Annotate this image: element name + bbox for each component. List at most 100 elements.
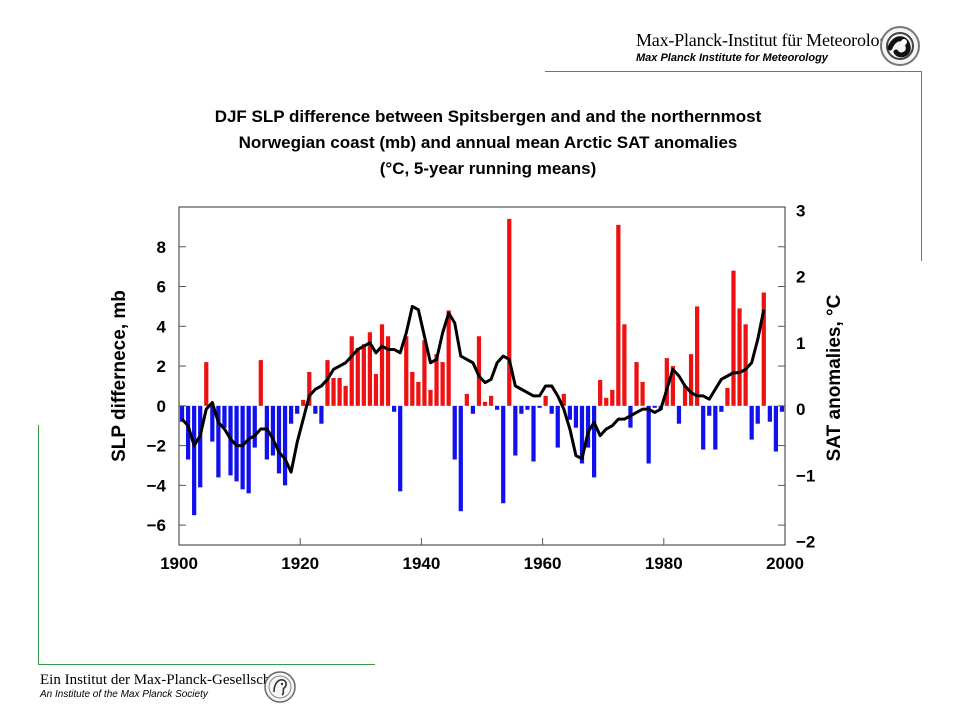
slp-bar xyxy=(264,405,269,460)
left-tick-label: 8 xyxy=(157,238,166,257)
slp-bar xyxy=(664,358,669,406)
slp-bar xyxy=(719,405,724,412)
slp-bar xyxy=(319,405,324,424)
slp-bar xyxy=(252,405,257,448)
minerva-seal-icon xyxy=(264,671,296,703)
slp-bar xyxy=(440,362,445,406)
chart-title-line-2: Norwegian coast (mb) and annual mean Arc… xyxy=(238,133,738,152)
slp-bar xyxy=(501,405,506,504)
slp-bar xyxy=(731,270,736,406)
slp-bar xyxy=(591,405,597,478)
sat-anomaly-line xyxy=(180,304,766,474)
slp-bar xyxy=(337,377,342,406)
slp-bar xyxy=(470,405,476,414)
slp-bar xyxy=(210,405,215,442)
slp-bar xyxy=(604,397,609,406)
slp-bar xyxy=(404,336,409,406)
slp-bar xyxy=(761,292,766,406)
slp-bar xyxy=(434,354,439,406)
right-tick-label: −1 xyxy=(796,466,815,485)
chart-title-line-3: (°C, 5-year running means) xyxy=(379,159,597,178)
slp-bar xyxy=(525,405,530,410)
slp-bar xyxy=(313,405,318,414)
slp-bar xyxy=(707,405,712,416)
slp-bar xyxy=(567,405,572,420)
slp-bar xyxy=(543,395,548,406)
left-tick-label: 6 xyxy=(157,278,166,297)
x-tick-label: 1980 xyxy=(645,554,683,573)
chart-title: DJF SLP difference between Spitsbergen a… xyxy=(100,104,876,182)
slp-bar xyxy=(695,306,700,406)
slp-bar xyxy=(258,360,263,406)
plot-frame xyxy=(178,206,786,546)
slp-bar xyxy=(688,354,694,406)
left-tick-label: −6 xyxy=(147,516,166,535)
slp-bar xyxy=(610,389,615,406)
slp-bar xyxy=(398,405,403,492)
slp-bar xyxy=(737,308,742,406)
slp-bar xyxy=(507,218,512,406)
slp-bar xyxy=(295,405,300,414)
slp-bar xyxy=(519,405,524,414)
x-tick-label: 1940 xyxy=(402,554,440,573)
left-tick-label: −2 xyxy=(147,437,166,456)
slp-bar xyxy=(549,405,554,414)
slp-bar xyxy=(482,401,488,406)
slp-bar xyxy=(464,393,469,406)
institute-name-english: Max Planck Institute for Meteorology xyxy=(636,52,828,64)
header-rule xyxy=(545,71,922,72)
y-axis-label: SLP differnece, mb xyxy=(109,290,130,462)
slp-bar xyxy=(270,405,276,456)
slp-bar xyxy=(598,379,603,406)
slp-bar xyxy=(640,381,645,406)
slp-bar xyxy=(222,405,227,428)
slp-bar xyxy=(743,324,748,406)
slp-bar xyxy=(573,405,579,428)
slp-bar xyxy=(476,336,482,406)
x-tick-label: 1960 xyxy=(524,554,562,573)
slp-bar xyxy=(701,405,706,450)
slp-bar xyxy=(185,405,191,460)
slp-bar xyxy=(198,405,203,488)
slp-bar xyxy=(555,405,560,448)
slp-bar xyxy=(458,405,463,512)
slp-bar xyxy=(288,405,294,424)
slp-bar xyxy=(537,405,542,408)
slp-bar xyxy=(331,377,336,406)
slp-bar xyxy=(422,340,427,406)
x-tick-label: 2000 xyxy=(766,554,804,573)
slp-bar xyxy=(367,332,373,406)
institute-header: Max-Planck-Institut für Meteorologie Max… xyxy=(636,30,901,64)
x-tick-label: 1920 xyxy=(281,554,319,573)
slp-bar xyxy=(755,405,760,424)
society-name-english: An Institute of the Max Planck Society xyxy=(40,689,208,700)
left-tick-label: 4 xyxy=(157,317,167,336)
slp-bar xyxy=(488,395,494,406)
institute-name-german: Max-Planck-Institut für Meteorologie xyxy=(636,30,901,50)
slp-bar xyxy=(325,360,330,406)
society-footer: Ein Institut der Max-Planck-Gesellschaft… xyxy=(40,672,286,700)
slp-bar xyxy=(349,336,354,406)
left-tick-label: −4 xyxy=(147,476,167,495)
slp-bar xyxy=(513,405,518,456)
left-rule xyxy=(38,425,39,665)
slp-bar xyxy=(343,385,348,406)
left-tick-label: 2 xyxy=(157,357,166,376)
slp-bar xyxy=(713,405,718,450)
slp-bar xyxy=(179,405,185,422)
slp-bar xyxy=(446,310,451,406)
right-tick-label: −2 xyxy=(796,533,815,552)
slp-bar xyxy=(192,405,197,516)
society-name-german: Ein Institut der Max-Planck-Gesellschaft xyxy=(40,672,287,688)
right-tick-label: 3 xyxy=(796,201,805,220)
slp-bar xyxy=(392,405,397,412)
slp-bar xyxy=(616,224,621,406)
slp-bar xyxy=(773,405,779,452)
slp-bar xyxy=(579,405,585,464)
slp-bar xyxy=(216,405,221,478)
slp-bar xyxy=(410,372,415,406)
slp-bar xyxy=(670,366,676,406)
slp-bar xyxy=(301,399,306,406)
slp-bar xyxy=(361,344,366,406)
